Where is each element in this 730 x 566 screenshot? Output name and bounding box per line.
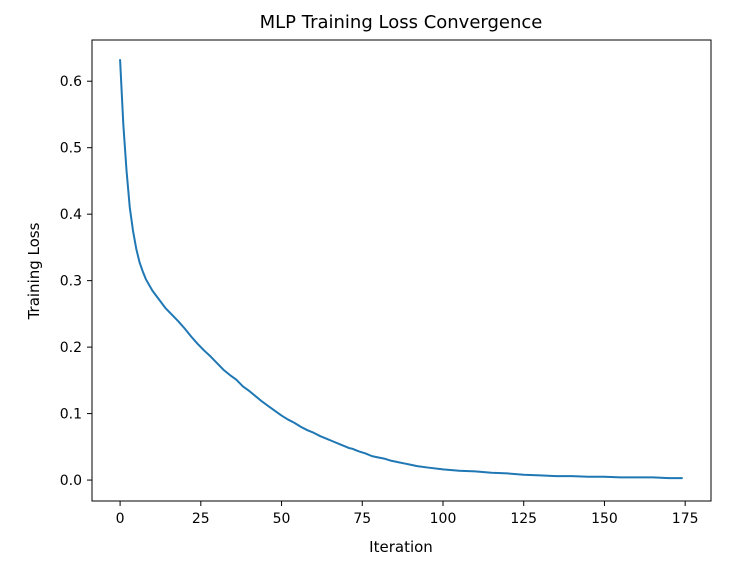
x-tick-label: 125	[510, 511, 537, 527]
y-tick-label: 0.3	[60, 274, 82, 290]
y-tick-label: 0.4	[60, 207, 82, 223]
x-tick-label: 150	[591, 511, 618, 527]
y-tick-label: 0.2	[60, 340, 82, 356]
x-tick-label: 0	[116, 511, 125, 527]
y-tick-label: 0.1	[60, 407, 82, 423]
x-tick-label: 100	[430, 511, 457, 527]
y-tick-label: 0.0	[60, 473, 82, 489]
y-axis-ticks: 0.0 0.1 0.2 0.3 0.4 0.5 0.6	[60, 74, 92, 489]
x-tick-label: 175	[672, 511, 699, 527]
training-loss-line	[119, 58, 683, 480]
x-axis-label: Iteration	[369, 538, 433, 556]
y-tick-label: 0.6	[60, 74, 82, 90]
x-axis-ticks: 0 25 50 75 100 125 150 175	[116, 501, 699, 527]
y-axis-label: Training Loss	[25, 222, 43, 320]
plot-area-frame	[91, 39, 712, 502]
y-tick-label: 0.5	[60, 141, 82, 157]
x-tick-label: 25	[192, 511, 210, 527]
x-tick-label: 50	[273, 511, 291, 527]
chart-title: MLP Training Loss Convergence	[260, 12, 543, 33]
x-tick-label: 75	[353, 511, 371, 527]
